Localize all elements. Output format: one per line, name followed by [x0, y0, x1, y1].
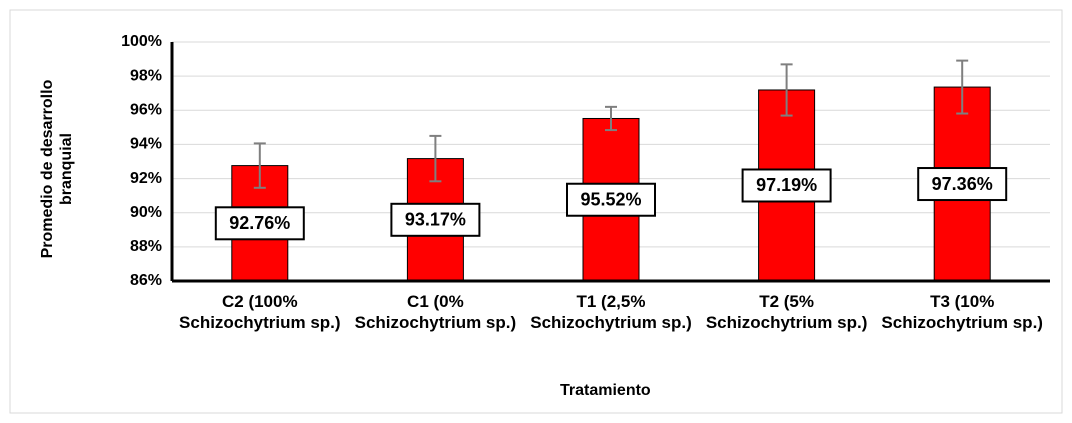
value-label: 97.19%	[756, 175, 817, 195]
x-tick-label: T3 (10% Schizochytrium sp.)	[881, 292, 1043, 332]
value-label-box	[390, 202, 481, 237]
value-label: 92.76%	[229, 213, 290, 233]
y-tick-label: 94%	[130, 136, 162, 153]
value-label: 95.52%	[580, 189, 641, 209]
value-label-box	[741, 168, 832, 203]
y-tick-label: 98%	[130, 67, 162, 84]
y-tick-label: 90%	[130, 204, 162, 221]
x-tick-label: C2 (100% Schizochytrium sp.)	[179, 292, 341, 332]
x-tick-label: T2 (5% Schizochytrium sp.)	[705, 292, 868, 332]
y-axis-title: Promedio de desarrollo branquial	[39, 79, 75, 259]
value-label-box	[566, 182, 656, 217]
x-axis-title: Tratamiento	[560, 382, 651, 399]
value-label-box	[214, 206, 305, 241]
y-tick-label: 96%	[130, 102, 162, 119]
value-label: 93.17%	[405, 210, 466, 230]
x-tick-label: T1 (2,5% Schizochytrium sp.)	[530, 292, 692, 332]
x-tick-label: C1 (0% Schizochytrium sp.)	[354, 292, 517, 332]
frame	[9, 9, 1063, 414]
y-tick-label: 88%	[130, 238, 162, 255]
y-tick-label: 92%	[130, 170, 162, 187]
y-tick-label: 86%	[130, 272, 162, 289]
value-label-box	[917, 167, 1008, 202]
value-label: 97.36%	[932, 174, 993, 194]
y-tick-label: 100%	[121, 33, 162, 50]
